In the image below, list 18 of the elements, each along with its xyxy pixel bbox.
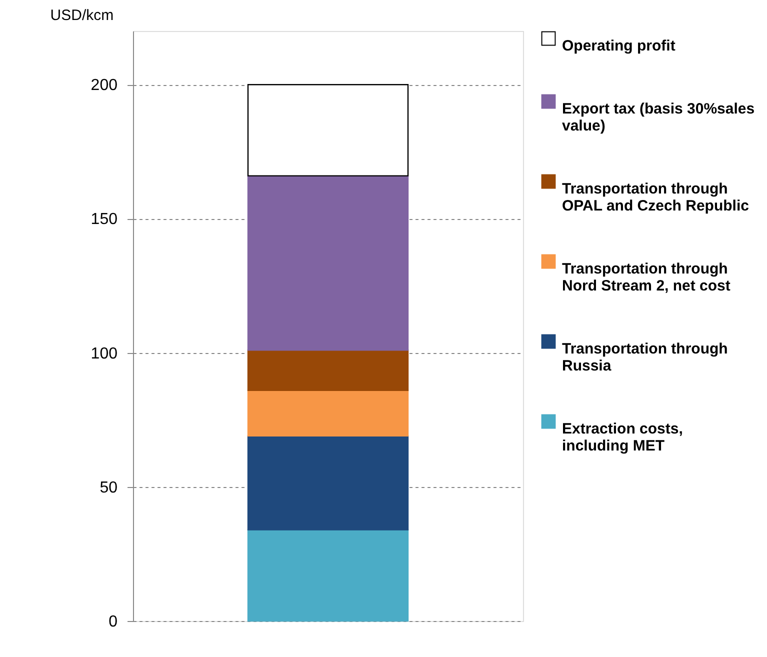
y-tick-label: 100 — [90, 345, 118, 362]
bar — [247, 84, 409, 176]
y-tick-label: 200 — [90, 77, 118, 94]
bar — [247, 390, 409, 437]
legend-label: Operating profit — [562, 38, 676, 54]
bar — [247, 175, 409, 351]
legend-label: Export tax (basis 30%sales value) — [562, 100, 755, 134]
bar — [247, 350, 409, 391]
y-tick-label: 150 — [90, 211, 118, 228]
y-axis-title: USD/kcm — [50, 7, 114, 24]
bar — [247, 435, 409, 530]
y-tick-label: 50 — [100, 479, 118, 496]
legend-label: Extraction costs, including MET — [562, 420, 683, 454]
legend-label: Transportation through Russia — [562, 340, 728, 374]
legend-label: Transportation through Nord Stream 2, net cost — [562, 260, 730, 294]
y-tick-label: 0 — [108, 614, 118, 630]
bar — [247, 529, 409, 622]
legend-label: Transportation through OPAL and Czech Republic — [562, 180, 749, 214]
